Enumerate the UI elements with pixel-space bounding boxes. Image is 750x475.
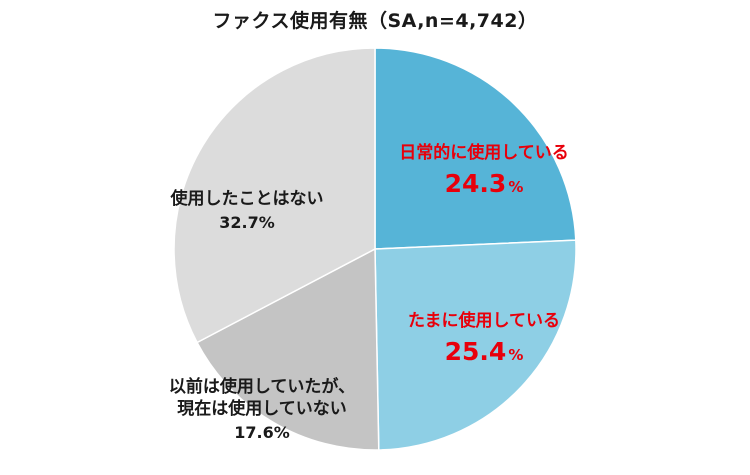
slice-name-text: 現在は使用していない (177, 398, 347, 419)
pie-slice-3 (196, 247, 380, 451)
pie-slice-4 (173, 47, 376, 344)
pie-slice-1 (374, 47, 577, 250)
slice-value-text: 25.4% (445, 337, 524, 366)
slice-name-text: 以前は使用していたが、 (169, 376, 355, 397)
slice-label-2: たまに使用している 25.4% (408, 310, 560, 366)
slice-value-text: 17.6% (234, 423, 290, 442)
slice-value-text: 24.3% (445, 169, 524, 198)
slice-value-text: 32.7% (219, 213, 275, 232)
pie-slice-2 (374, 239, 577, 451)
slice-label-3: 以前は使用していたが、現在は使用していない 17.6% (169, 376, 355, 442)
slice-name-text: たまに使用している (408, 310, 560, 331)
chart-title: ファクス使用有無（SA,n=4,742） (212, 10, 538, 32)
slice-label-4: 使用したことはない 32.7% (170, 188, 324, 232)
slice-name-text: 日常的に使用している (399, 142, 569, 163)
slice-name-text: 使用したことはない (170, 188, 324, 209)
slice-label-1: 日常的に使用している 24.3% (399, 142, 569, 198)
